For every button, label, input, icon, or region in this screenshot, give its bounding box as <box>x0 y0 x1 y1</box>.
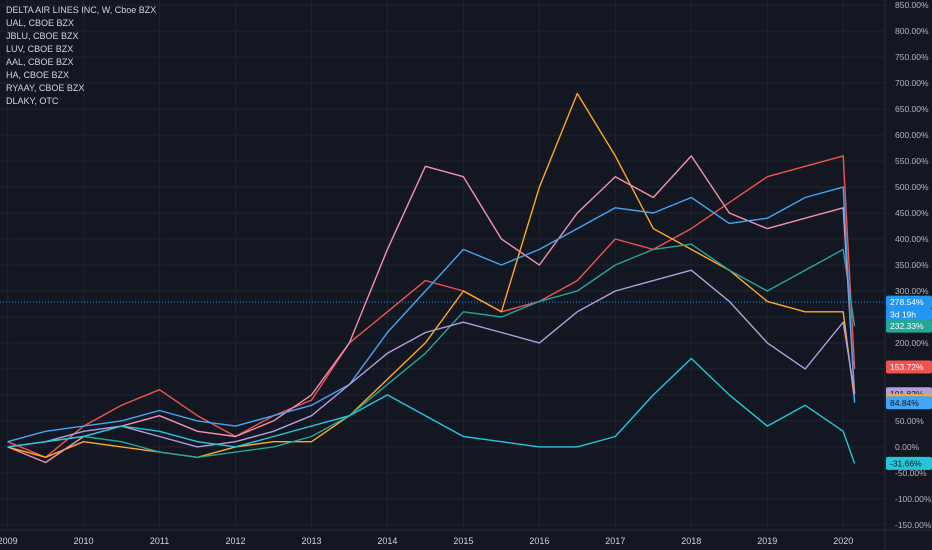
price-badge-label: 3d 19h <box>890 309 916 319</box>
y-tick-label: -150.00% <box>895 520 932 530</box>
series-line-ryaay <box>7 269 856 448</box>
y-tick-label: -100.00% <box>895 494 932 504</box>
x-tick-label: 2009 <box>0 536 18 546</box>
price-badge: 232.33% <box>886 319 932 333</box>
y-tick-label: 650.00% <box>895 104 929 114</box>
y-tick-label: 550.00% <box>895 156 929 166</box>
price-badge-label: 232.33% <box>890 321 924 331</box>
series-lines <box>7 92 856 464</box>
price-badge-label: 278.54% <box>890 297 924 307</box>
price-badge-bg <box>886 319 932 333</box>
x-tick-label: 2013 <box>301 536 321 546</box>
y-tick-label: 50.00% <box>895 416 924 426</box>
series-line-ual <box>7 155 856 458</box>
series-line-aal <box>7 155 856 464</box>
legend-item-ryaay[interactable]: RYAAY, CBOE BZX <box>6 83 85 93</box>
series-line-ha <box>7 186 856 443</box>
x-tick-label: 2016 <box>529 536 549 546</box>
price-badge-label: 84.84% <box>890 398 919 408</box>
y-tick-label: 200.00% <box>895 338 929 348</box>
legend-item-luv[interactable]: LUV, CBOE BZX <box>6 44 74 54</box>
x-tick-label: 2020 <box>833 536 853 546</box>
price-badge-bg <box>886 307 932 321</box>
price-badge-label: -31.66% <box>890 458 922 468</box>
series-line-jblu <box>7 92 856 458</box>
x-tick-label: 2014 <box>377 536 397 546</box>
price-badge: 84.84% <box>886 396 932 410</box>
series-line-dlaky <box>7 357 856 464</box>
series-line-luv <box>7 243 856 458</box>
price-badge: -31.66% <box>886 456 932 470</box>
y-tick-label: 450.00% <box>895 208 929 218</box>
price-badge-bg <box>886 295 932 309</box>
y-tick-label: 600.00% <box>895 130 929 140</box>
price-badge-label: 101.82% <box>890 389 924 399</box>
x-tick-label: 2018 <box>681 536 701 546</box>
y-tick-label: 850.00% <box>895 0 929 10</box>
y-tick-label: 700.00% <box>895 78 929 88</box>
legend-item-aal[interactable]: AAL, CBOE BZX <box>6 57 74 67</box>
chart-legend: DELTA AIR LINES INC, W, Cboe BZX UAL, CB… <box>6 4 156 108</box>
legend-item-jblu[interactable]: JBLU, CBOE BZX <box>6 31 79 41</box>
y-tick-label: 400.00% <box>895 234 929 244</box>
x-tick-label: 2011 <box>150 536 169 546</box>
price-badges: 278.54%3d 19h232.33%153.72%102.29%101.82… <box>886 295 932 470</box>
y-tick-label: 0.00% <box>895 442 920 452</box>
x-tick-label: 2015 <box>453 536 473 546</box>
price-badge: 153.72% <box>886 360 932 374</box>
y-tick-label: 750.00% <box>895 52 929 62</box>
legend-item-dlaky[interactable]: DLAKY, OTC <box>6 96 59 106</box>
y-tick-label: 500.00% <box>895 182 929 192</box>
price-badge-label: 153.72% <box>890 362 924 372</box>
price-badge: 278.54% <box>886 295 932 309</box>
price-badge: 3d 19h <box>886 307 932 321</box>
x-axis[interactable]: 2009 2010 2011 2012 2013 2014 2015 2016 2017 2018… <box>0 536 853 546</box>
legend-main-symbol[interactable]: DELTA AIR LINES INC, W, Cboe BZX <box>6 5 157 15</box>
x-tick-label: 2019 <box>757 536 777 546</box>
x-tick-label: 2012 <box>225 536 245 546</box>
price-badge-bg <box>886 396 932 410</box>
y-tick-label: 350.00% <box>895 260 929 270</box>
x-tick-label: 2010 <box>74 536 94 546</box>
y-tick-label: 300.00% <box>895 286 929 296</box>
y-tick-label: -50.00% <box>895 468 927 478</box>
x-tick-label: 2017 <box>605 536 625 546</box>
legend-item-ha[interactable]: HA, CBOE BZX <box>6 70 70 80</box>
price-badge-bg <box>886 456 932 470</box>
legend-item-ual[interactable]: UAL, CBOE BZX <box>6 18 75 28</box>
price-badge-bg <box>886 360 932 374</box>
y-tick-label: 800.00% <box>895 26 929 36</box>
